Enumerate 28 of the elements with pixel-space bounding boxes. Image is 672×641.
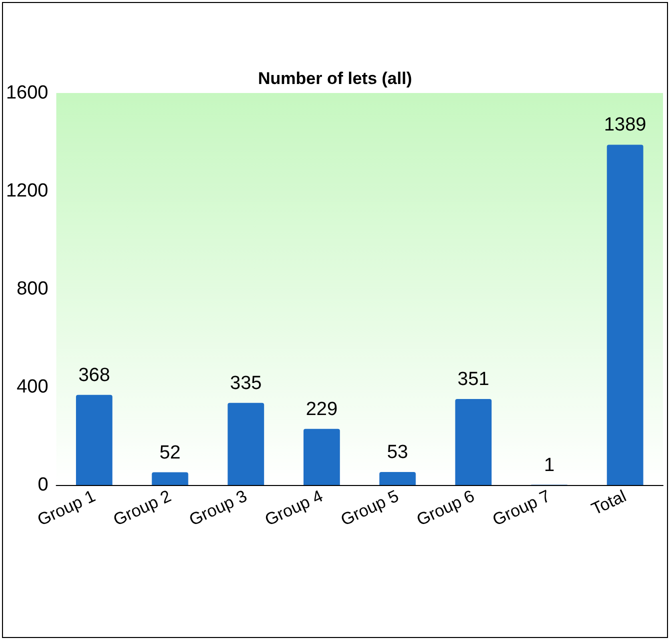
data-label: 1: [544, 454, 555, 476]
data-label: 368: [78, 364, 110, 386]
bar: [304, 428, 340, 485]
y-tick-label: 400: [16, 376, 48, 398]
y-tick-label: 1200: [6, 180, 48, 202]
x-tick-label: Group 4: [262, 486, 326, 530]
bar: [76, 394, 112, 485]
x-tick-label: Group 5: [338, 486, 402, 530]
x-tick-label: Group 3: [186, 486, 250, 530]
bar: [606, 144, 644, 485]
data-label: 52: [159, 442, 181, 464]
x-tick-label: Group 2: [110, 486, 174, 530]
data-label: 229: [306, 398, 338, 420]
x-tick-label: Group 7: [490, 486, 554, 530]
data-label: 1389: [604, 114, 646, 136]
y-tick-label: 0: [38, 474, 48, 496]
bar: [228, 402, 264, 485]
data-label: 335: [230, 372, 262, 394]
data-label: 351: [458, 369, 490, 390]
x-tick-label: Group 6: [414, 486, 478, 530]
bar: [379, 472, 416, 485]
chart-title: Number of lets (all): [258, 69, 412, 88]
x-tick-label: Total: [588, 486, 630, 519]
bar: [455, 399, 492, 485]
y-tick-label: 800: [16, 278, 48, 300]
bar: [152, 472, 188, 485]
y-tick-label: 1600: [6, 82, 48, 104]
data-label: 53: [386, 442, 408, 464]
